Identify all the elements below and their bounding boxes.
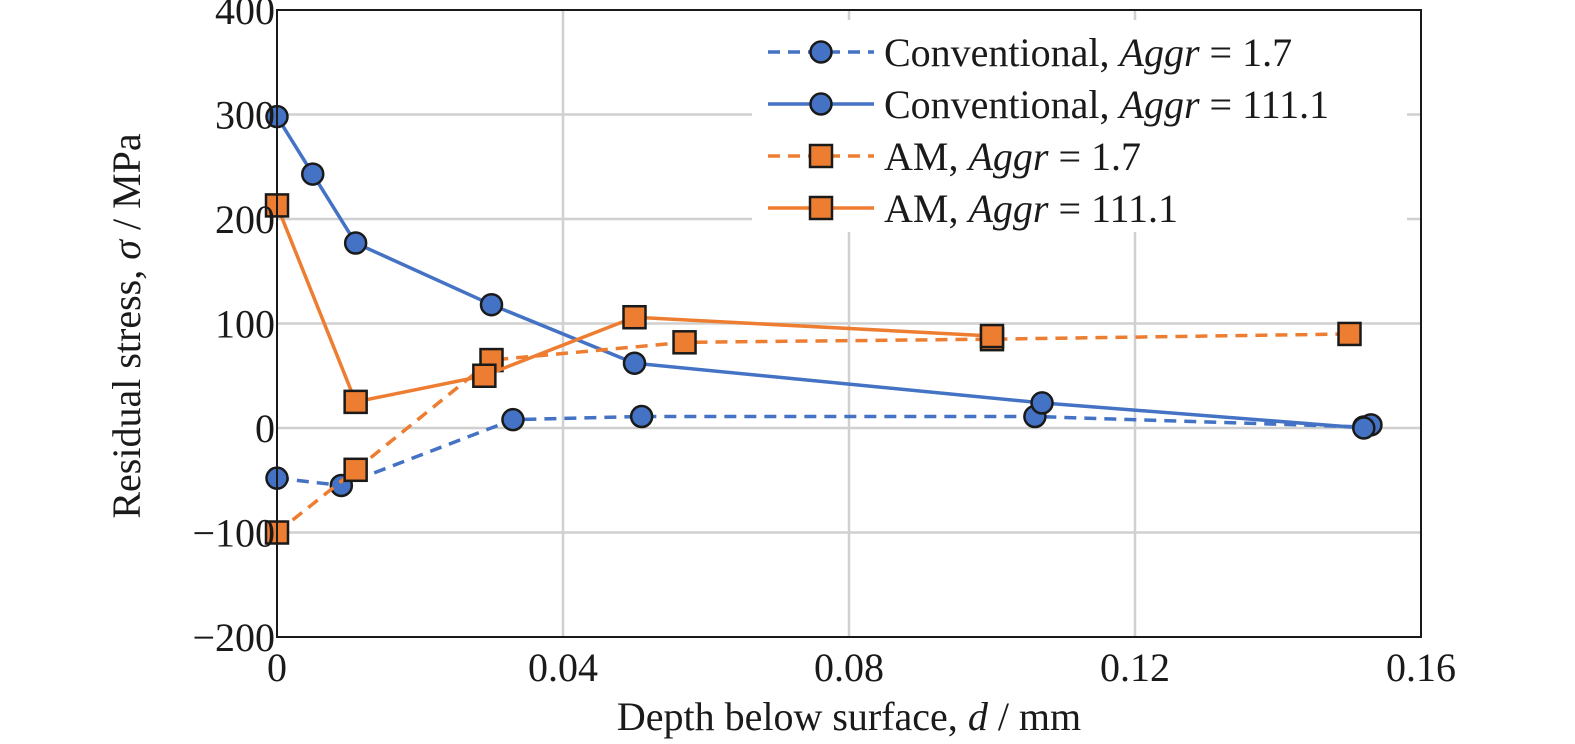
legend-item: AM, Aggr = 1.7 xyxy=(768,134,1141,179)
x-tick-label: 0.08 xyxy=(814,645,884,690)
y-axis-title-suffix: / MPa xyxy=(104,133,149,240)
x-axis-title-variable: d xyxy=(968,694,989,739)
data-point xyxy=(343,389,368,415)
y-tick-labels: −200 −100 0 100 200 300 400 xyxy=(192,0,275,660)
y-tick-label: 200 xyxy=(215,197,275,242)
data-point xyxy=(629,404,654,429)
series-layer xyxy=(264,104,1383,545)
legend-item: Conventional, Aggr = 111.1 xyxy=(768,82,1329,127)
legend: Conventional, Aggr = 1.7 Conventional, Ag… xyxy=(752,20,1407,232)
legend-label: AM, Aggr = 111.1 xyxy=(884,186,1178,231)
data-point xyxy=(622,351,647,375)
data-point xyxy=(501,407,525,432)
data-point xyxy=(479,292,504,317)
data-point xyxy=(343,457,368,483)
data-point xyxy=(1352,416,1376,440)
data-point xyxy=(979,323,1005,349)
x-tick-label: 0.04 xyxy=(528,645,598,690)
series-4 xyxy=(264,193,1005,415)
data-point xyxy=(622,304,647,330)
y-tick-label: 300 xyxy=(215,93,275,138)
y-tick-label: −100 xyxy=(192,511,275,556)
y-tick-label: −200 xyxy=(192,615,275,660)
y-axis-title: Residual stress, σ / MPa xyxy=(104,133,149,519)
legend-label: Conventional, Aggr = 1.7 xyxy=(884,30,1292,75)
plot-frame xyxy=(276,9,1422,638)
series-line xyxy=(275,332,1350,534)
x-tick-label: 0.12 xyxy=(1100,645,1170,690)
data-point xyxy=(1337,321,1362,347)
legend-marker xyxy=(809,40,833,64)
data-point xyxy=(1030,391,1054,415)
y-axis-title-variable: σ xyxy=(104,239,149,260)
legend-marker xyxy=(809,92,833,116)
x-axis-title: Depth below surface, d / mm xyxy=(617,694,1081,739)
x-tick-label: 0 xyxy=(267,645,287,690)
x-tick-label: 0.16 xyxy=(1386,645,1456,690)
legend-marker xyxy=(808,195,834,221)
y-axis-title-prefix: Residual stress, xyxy=(104,260,149,519)
legend-label: Conventional, Aggr = 111.1 xyxy=(884,82,1329,127)
y-tick-label: 400 xyxy=(215,0,275,33)
legend-marker xyxy=(808,143,834,169)
legend-item: AM, Aggr = 111.1 xyxy=(768,186,1178,231)
series-1 xyxy=(265,404,1383,498)
x-axis-title-prefix: Depth below surface, xyxy=(617,694,968,739)
data-point xyxy=(301,162,325,186)
y-tick-label: 0 xyxy=(255,406,275,451)
y-tick-label: 100 xyxy=(215,302,275,347)
data-point xyxy=(672,330,697,355)
legend-item: Conventional, Aggr = 1.7 xyxy=(768,30,1292,75)
x-tick-labels: 0 0.04 0.08 0.12 0.16 xyxy=(267,645,1456,690)
x-axis-title-suffix: / mm xyxy=(988,694,1081,739)
data-point xyxy=(472,363,497,388)
data-point xyxy=(343,231,368,255)
series-3 xyxy=(264,321,1362,545)
legend-background xyxy=(752,20,1407,232)
legend-label: AM, Aggr = 1.7 xyxy=(884,134,1141,179)
